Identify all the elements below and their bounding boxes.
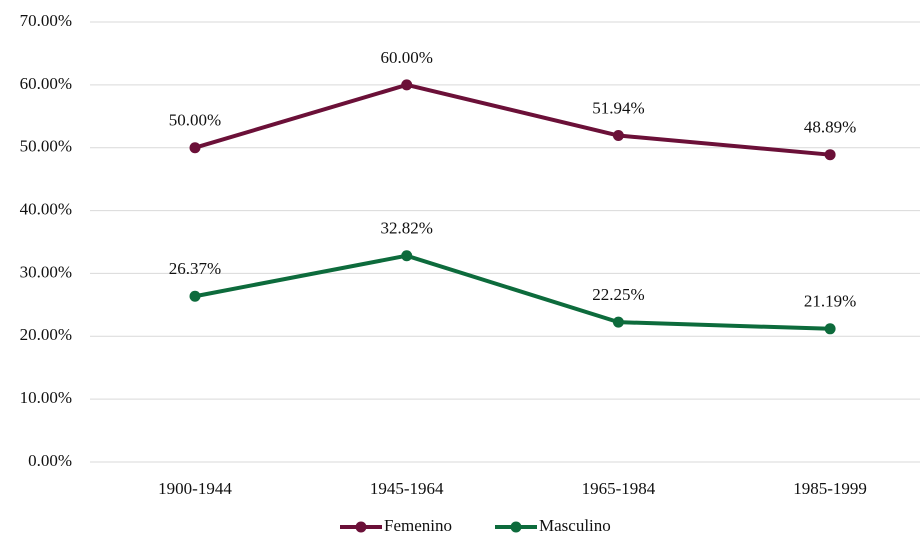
data-point [401, 250, 413, 262]
data-label: 60.00% [380, 48, 432, 67]
y-tick-label: 50.00% [20, 137, 72, 156]
series-line [194, 253, 831, 331]
y-tick-label: 60.00% [20, 74, 72, 93]
data-point [824, 323, 836, 335]
data-label: 48.89% [804, 118, 856, 137]
data-label: 32.82% [380, 219, 432, 238]
data-label: 51.94% [592, 98, 644, 117]
data-point [824, 149, 836, 161]
data-point [612, 316, 624, 328]
y-tick-label: 30.00% [20, 262, 72, 281]
series-line [194, 82, 831, 157]
data-label: 26.37% [169, 259, 221, 278]
data-label: 22.25% [592, 285, 644, 304]
y-tick-label: 20.00% [20, 325, 72, 344]
y-tick-label: 40.00% [20, 199, 72, 218]
legend-label: Femenino [384, 516, 452, 535]
y-tick-label: 10.00% [20, 388, 72, 407]
x-tick-label: 1900-1944 [158, 479, 232, 498]
data-point [189, 142, 201, 154]
x-tick-label: 1985-1999 [793, 479, 867, 498]
data-label: 21.19% [804, 292, 856, 311]
x-tick-label: 1965-1984 [582, 479, 656, 498]
data-point [189, 290, 201, 302]
y-tick-label: 0.00% [28, 451, 72, 470]
legend-label: Masculino [539, 516, 611, 535]
data-point [612, 130, 624, 142]
legend-marker [355, 521, 367, 533]
data-label: 50.00% [169, 111, 221, 130]
legend-marker [510, 521, 522, 533]
x-tick-label: 1945-1964 [370, 479, 444, 498]
y-tick-label: 70.00% [20, 11, 72, 30]
data-point [401, 79, 413, 91]
